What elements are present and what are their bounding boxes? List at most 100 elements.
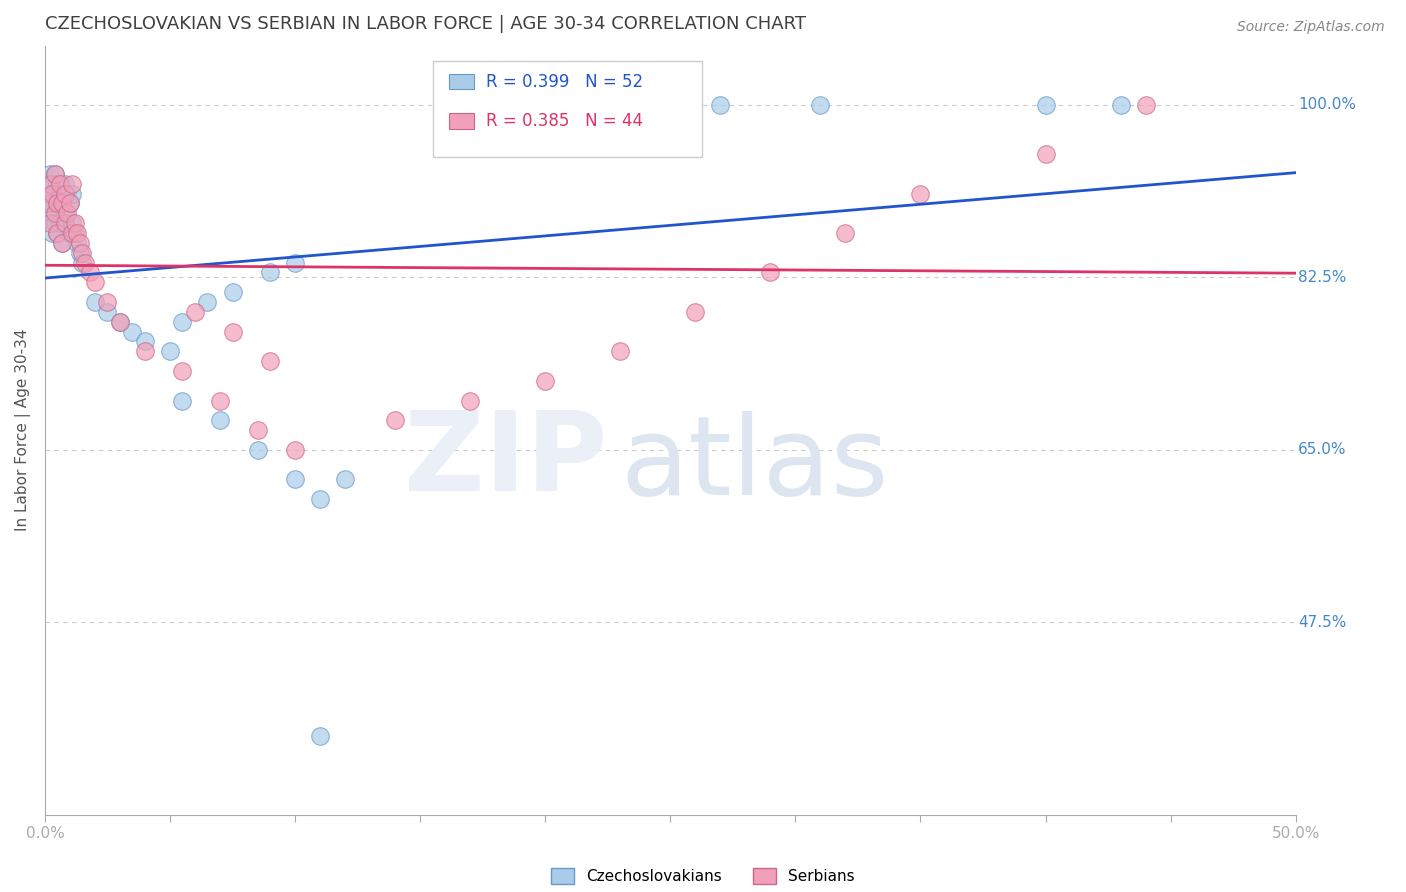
Point: [84, 275, 107, 289]
Point: [384, 413, 406, 427]
Point: [309, 492, 332, 507]
Legend: Czechoslovakians, Serbians: Czechoslovakians, Serbians: [551, 869, 855, 884]
Point: [172, 364, 194, 378]
Point: [246, 442, 269, 457]
Point: [44, 216, 66, 230]
Point: [41, 177, 63, 191]
Point: [60, 226, 83, 240]
Point: [46, 226, 69, 240]
Point: [51, 196, 73, 211]
Point: [197, 295, 219, 310]
FancyBboxPatch shape: [433, 61, 702, 157]
Point: [44, 167, 66, 181]
Point: [63, 226, 86, 240]
Point: [51, 235, 73, 250]
Point: [79, 265, 101, 279]
Point: [53, 206, 76, 220]
Point: [59, 226, 82, 240]
Text: Source: ZipAtlas.com: Source: ZipAtlas.com: [1237, 20, 1385, 34]
Point: [53, 216, 76, 230]
Point: [69, 235, 91, 250]
Point: [72, 255, 94, 269]
Point: [333, 472, 356, 486]
Point: [37, 186, 59, 201]
Point: [59, 196, 82, 211]
Text: 65.0%: 65.0%: [1298, 442, 1347, 458]
Point: [72, 245, 94, 260]
Point: [284, 472, 307, 486]
Text: 100.0%: 100.0%: [1298, 97, 1357, 112]
Point: [96, 305, 118, 319]
Point: [172, 393, 194, 408]
Point: [49, 177, 72, 191]
Point: [60, 177, 83, 191]
Point: [108, 315, 131, 329]
Text: 47.5%: 47.5%: [1298, 615, 1347, 630]
Point: [259, 354, 281, 368]
Text: 82.5%: 82.5%: [1298, 269, 1347, 285]
Y-axis label: In Labor Force | Age 30-34: In Labor Force | Age 30-34: [15, 329, 31, 532]
Point: [134, 334, 156, 349]
Point: [685, 305, 707, 319]
Point: [63, 216, 86, 230]
Point: [96, 295, 118, 310]
Point: [910, 186, 932, 201]
Point: [609, 344, 631, 359]
Point: [44, 206, 66, 220]
Point: [208, 393, 231, 408]
Point: [46, 226, 69, 240]
Point: [41, 226, 63, 240]
Point: [73, 255, 96, 269]
Point: [1035, 97, 1057, 112]
Point: [38, 216, 60, 230]
Point: [221, 325, 243, 339]
Text: atlas: atlas: [620, 411, 889, 518]
Point: [49, 216, 72, 230]
Point: [1035, 147, 1057, 161]
Point: [309, 729, 332, 743]
Point: [172, 315, 194, 329]
Point: [38, 206, 60, 220]
Point: [56, 206, 79, 220]
Point: [37, 196, 59, 211]
Point: [259, 265, 281, 279]
Point: [108, 315, 131, 329]
Point: [834, 226, 856, 240]
Point: [66, 235, 89, 250]
Point: [284, 255, 307, 269]
Text: R = 0.385   N = 44: R = 0.385 N = 44: [486, 112, 644, 130]
Point: [41, 196, 63, 211]
Point: [1109, 97, 1132, 112]
Point: [59, 196, 82, 211]
Point: [46, 196, 69, 211]
Point: [808, 97, 831, 112]
Point: [60, 186, 83, 201]
Point: [84, 295, 107, 310]
Point: [46, 196, 69, 211]
Point: [46, 177, 69, 191]
Point: [51, 235, 73, 250]
Point: [246, 423, 269, 437]
Point: [184, 305, 207, 319]
Bar: [449, 113, 474, 128]
Point: [38, 177, 60, 191]
Point: [66, 226, 89, 240]
Point: [458, 393, 481, 408]
Point: [759, 265, 782, 279]
Point: [221, 285, 243, 299]
Point: [53, 186, 76, 201]
Point: [60, 216, 83, 230]
Point: [134, 344, 156, 359]
Bar: [449, 74, 474, 89]
Point: [56, 186, 79, 201]
Point: [534, 374, 557, 388]
Point: [53, 177, 76, 191]
Point: [49, 186, 72, 201]
Point: [284, 442, 307, 457]
Point: [159, 344, 181, 359]
Point: [208, 413, 231, 427]
Point: [709, 97, 731, 112]
Point: [51, 196, 73, 211]
Point: [1135, 97, 1157, 112]
Text: ZIP: ZIP: [405, 408, 607, 515]
